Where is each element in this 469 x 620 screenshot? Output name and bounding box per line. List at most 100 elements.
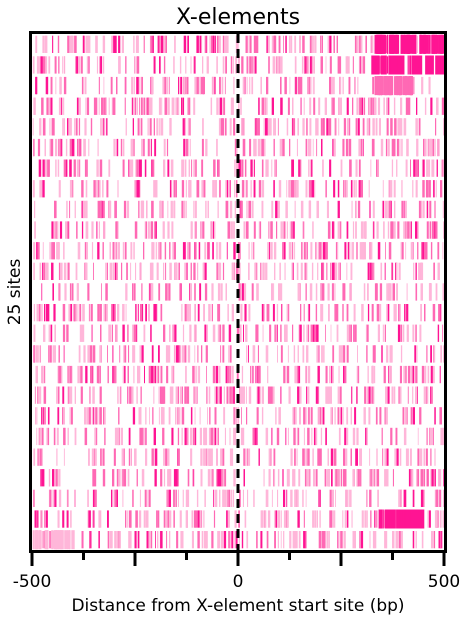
heatmap-cell [56, 221, 59, 239]
heatmap-cell [416, 469, 418, 487]
heatmap-hotspot-cell [402, 76, 406, 96]
heatmap-cell [205, 427, 207, 446]
heatmap-cell [351, 510, 353, 528]
heatmap-cell [163, 407, 165, 425]
heatmap-cell [236, 262, 239, 280]
heatmap-cell [307, 56, 310, 74]
heatmap-cell [399, 489, 402, 507]
heatmap-cell [287, 97, 290, 115]
heatmap-cell [217, 159, 219, 177]
heatmap-cell [126, 510, 128, 528]
heatmap-cell [112, 304, 115, 322]
heatmap-cell [80, 365, 83, 384]
heatmap-cell [309, 283, 313, 301]
heatmap-cell [204, 35, 207, 53]
heatmap-cell [312, 138, 314, 157]
heatmap-cell [329, 510, 332, 528]
heatmap-cell [103, 76, 105, 95]
heatmap-cell [306, 386, 308, 404]
heatmap-cell [386, 345, 389, 363]
heatmap-cell [366, 324, 369, 342]
heatmap-cell [206, 365, 207, 384]
heatmap-cell [123, 469, 125, 487]
heatmap-cell [430, 386, 432, 404]
heatmap-cell [69, 138, 73, 157]
heatmap-cell [169, 242, 171, 260]
heatmap-cell [245, 180, 248, 198]
heatmap-cell [128, 324, 129, 342]
heatmap-hotspot-cell [401, 55, 405, 75]
heatmap-cell [215, 365, 219, 384]
heatmap-cell [393, 97, 396, 115]
heatmap-cell [90, 365, 93, 384]
heatmap-cell [150, 365, 154, 384]
heatmap-cell [116, 221, 118, 239]
heatmap-cell [204, 283, 208, 301]
heatmap-cell [156, 262, 159, 280]
heatmap-cell [155, 531, 156, 549]
heatmap-cell [124, 345, 127, 363]
heatmap-cell [383, 97, 385, 115]
heatmap-cell [66, 200, 68, 219]
heatmap-cell [267, 118, 271, 136]
heatmap-cell [376, 469, 380, 487]
heatmap-cell [160, 242, 162, 260]
heatmap-cell [313, 97, 316, 115]
heatmap-cell [206, 242, 209, 260]
heatmap-row [36, 427, 444, 446]
heatmap-cell [69, 118, 72, 136]
heatmap-cell [120, 427, 123, 446]
heatmap-cell [193, 469, 195, 487]
heatmap-hotspot-cell [61, 530, 63, 550]
heatmap-cell [248, 35, 251, 53]
heatmap-cell [332, 76, 335, 95]
heatmap-cell [271, 159, 273, 177]
heatmap-cell [246, 345, 248, 363]
heatmap-cell [421, 531, 424, 549]
heatmap-cell [123, 469, 127, 487]
heatmap-cell [222, 489, 225, 507]
heatmap-cell [344, 283, 346, 301]
heatmap-cell [343, 531, 346, 549]
heatmap-cell [116, 324, 118, 342]
heatmap-hotspot-cell [398, 76, 402, 96]
heatmap-cell [182, 489, 184, 507]
heatmap-cell [52, 242, 55, 260]
heatmap-cell [168, 76, 170, 95]
heatmap-cell [33, 138, 35, 157]
heatmap-cell [438, 304, 441, 322]
heatmap-cell [292, 97, 294, 115]
heatmap-cell [87, 345, 90, 363]
heatmap-cell [184, 76, 186, 95]
heatmap-cell [344, 510, 347, 528]
heatmap-cell [424, 304, 426, 322]
heatmap-cell [337, 180, 340, 198]
heatmap-cell [260, 510, 263, 528]
heatmap-cell [74, 489, 76, 507]
heatmap-cell [272, 304, 275, 322]
heatmap-cell [344, 118, 345, 136]
heatmap-cell [297, 345, 299, 363]
heatmap-cell [285, 427, 287, 446]
heatmap-cell [86, 159, 88, 177]
heatmap-cell [337, 262, 340, 280]
heatmap-hotspot-cell [407, 34, 411, 54]
heatmap-cell [277, 200, 280, 219]
heatmap-cell [346, 118, 350, 136]
heatmap-cell [86, 407, 89, 425]
heatmap-cell [436, 489, 439, 507]
heatmap-cell [177, 427, 180, 446]
heatmap-cell [243, 283, 246, 301]
heatmap-cell [249, 35, 252, 53]
heatmap-cell [129, 386, 132, 404]
heatmap-cell [89, 345, 93, 363]
heatmap-cell [98, 180, 101, 198]
heatmap-cell [406, 489, 407, 507]
heatmap-cell [135, 304, 137, 322]
heatmap-cell [292, 242, 294, 260]
heatmap-cell [173, 469, 177, 487]
heatmap-cell [225, 180, 227, 198]
heatmap-cell [370, 97, 373, 115]
heatmap-cell [373, 365, 376, 384]
heatmap-cell [48, 56, 51, 74]
